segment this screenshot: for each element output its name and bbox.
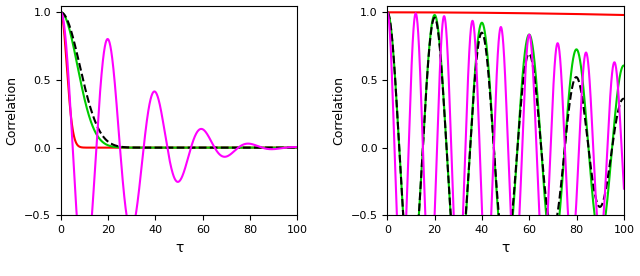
X-axis label: τ: τ xyxy=(175,241,183,254)
Y-axis label: Correlation: Correlation xyxy=(6,76,19,145)
X-axis label: τ: τ xyxy=(502,241,510,254)
Y-axis label: Correlation: Correlation xyxy=(332,76,345,145)
